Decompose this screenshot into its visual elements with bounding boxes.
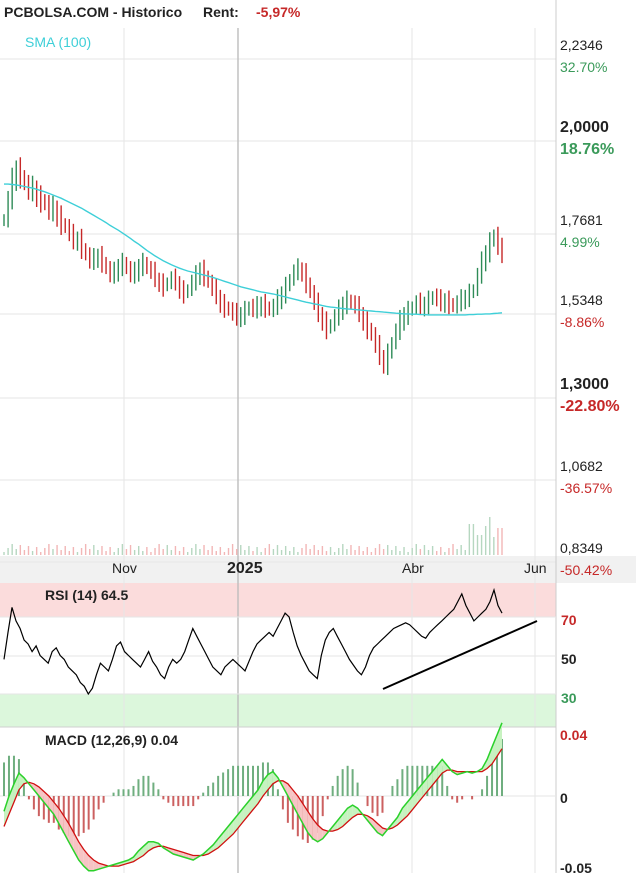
macd-fill-segment <box>8 783 14 815</box>
macd-fill-segment <box>272 771 278 784</box>
macd-axis: 0.04 0 -0.05 <box>560 727 592 876</box>
rent-value: -5,97% <box>256 4 301 20</box>
time-tick-label: Nov <box>112 560 137 576</box>
site-title: PCBOLSA.COM - Historico <box>4 4 182 20</box>
rsi-level-label: 50 <box>561 651 577 667</box>
price-tick-pct: 4.99% <box>560 234 600 250</box>
macd-line <box>3 722 503 872</box>
macd-fill-segment <box>487 747 493 769</box>
price-tick-pct: -50.42% <box>560 562 612 578</box>
volume-bars <box>3 517 503 555</box>
macd-fill-segment <box>213 838 219 851</box>
macd-fill-segment <box>123 860 129 865</box>
price-tick-label: 1,0682 <box>560 458 603 474</box>
sma-legend: SMA (100) <box>25 34 91 50</box>
price-axis: 2,2346 32.70% 2,0000 18.76% 1,7681 4.99% 1,534… <box>560 37 620 578</box>
rsi-oversold-band <box>0 694 556 727</box>
rsi-label: RSI (14) 64.5 <box>45 587 128 603</box>
macd-signal-line <box>3 748 503 867</box>
time-tick-label: Jun <box>524 560 547 576</box>
price-tick-label: 2,0000 <box>560 119 609 136</box>
macd-fill-segment <box>13 773 19 803</box>
macd-fill-segment <box>492 735 498 764</box>
price-tick-label: 2,2346 <box>560 37 603 53</box>
price-candles <box>3 157 503 376</box>
macd-fill-segment <box>138 846 144 859</box>
time-tick-label: 2025 <box>227 560 263 577</box>
rsi-level-label: 30 <box>561 690 577 706</box>
macd-fill-segment <box>337 814 343 830</box>
rsi-axis: 70 50 30 <box>561 612 577 706</box>
macd-axis-label: -0.05 <box>560 860 592 873</box>
time-axis-bar <box>0 556 636 583</box>
grid-lines <box>0 0 557 873</box>
time-tick-label: Abr <box>402 560 424 576</box>
macd-fill-segment <box>497 722 502 757</box>
price-tick-label: 0,8349 <box>560 540 603 556</box>
macd-fill-segment <box>292 789 298 815</box>
macd-axis-label: 0 <box>560 790 568 806</box>
rsi-level-label: 70 <box>561 612 577 628</box>
macd-fill-segment <box>312 818 318 842</box>
price-tick-pct: 18.76% <box>560 141 614 158</box>
price-tick-pct: -22.80% <box>560 398 620 415</box>
macd-axis-label: 0.04 <box>560 727 587 743</box>
macd-label: MACD (12,26,9) 0.04 <box>45 732 178 748</box>
price-tick-label: 1,7681 <box>560 212 603 228</box>
macd-fill-segment <box>4 796 9 827</box>
sma-line <box>4 183 503 316</box>
price-tick-pct: -8.86% <box>560 314 604 330</box>
rent-label: Rent: <box>203 4 239 20</box>
price-tick-label: 1,5348 <box>560 292 603 308</box>
price-tick-pct: 32.70% <box>560 59 607 75</box>
macd-fill-segment <box>442 759 448 774</box>
rsi-line <box>3 587 503 696</box>
macd-fill-segment <box>267 771 273 790</box>
macd-fill-segment <box>148 841 154 851</box>
price-tick-pct: -36.57% <box>560 480 612 496</box>
time-axis: Nov 2025 Abr Jun <box>112 560 547 577</box>
rsi-trendline <box>382 620 538 690</box>
price-tick-label: 1,3000 <box>560 376 609 393</box>
macd-fill-segment <box>402 802 408 821</box>
